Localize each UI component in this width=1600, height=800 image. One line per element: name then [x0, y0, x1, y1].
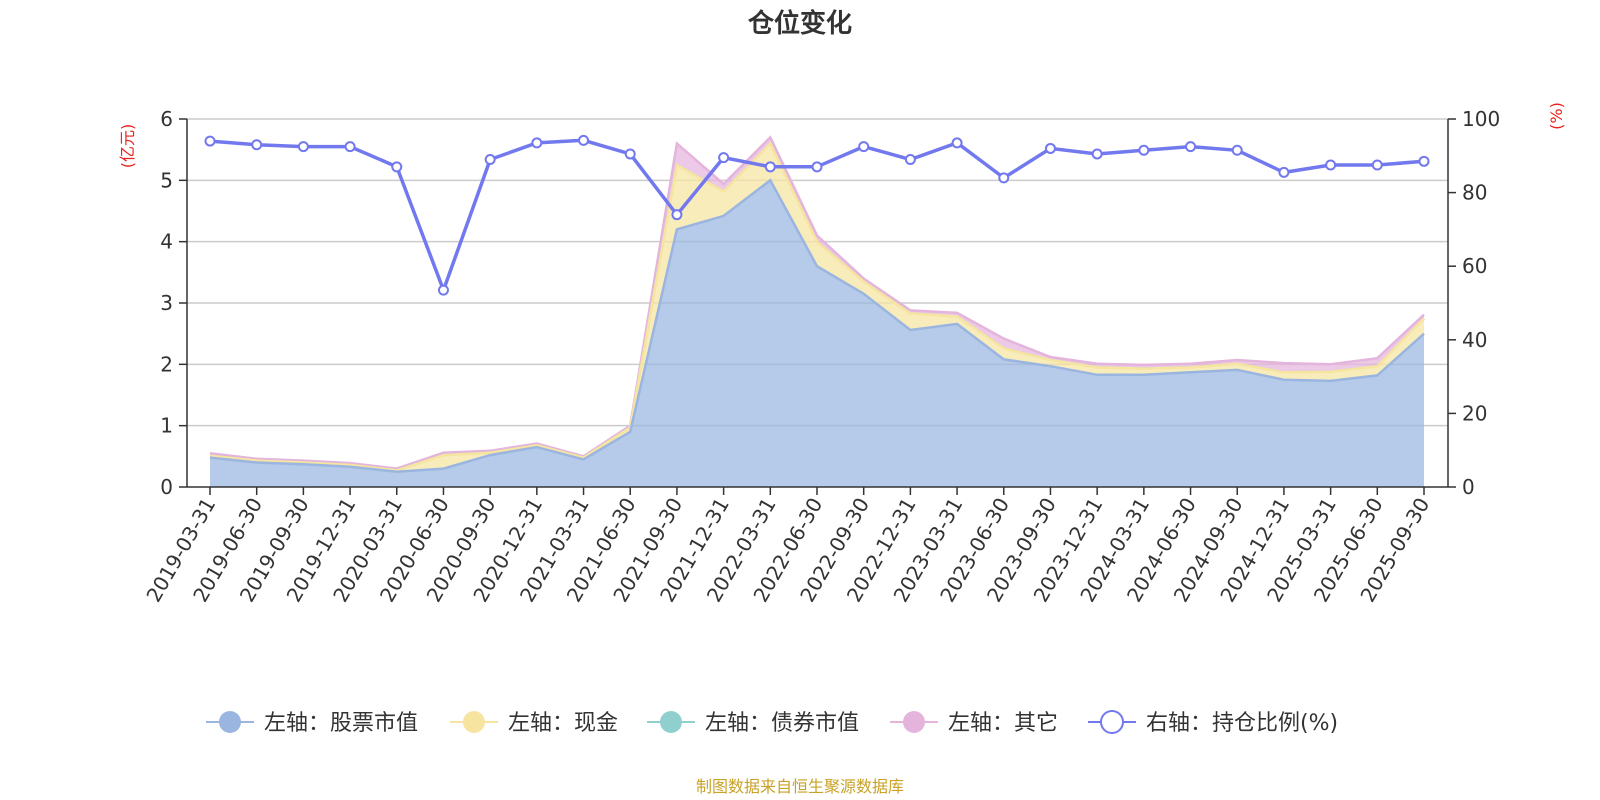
- ratio-point: [998, 172, 1010, 184]
- ratio-point: [437, 284, 449, 296]
- ratio-point: [484, 153, 496, 165]
- ratio-point: [1371, 159, 1383, 171]
- ratio-point: [624, 148, 636, 160]
- ratio-point: [297, 141, 309, 153]
- ratio-point: [671, 209, 683, 221]
- legend-marker: [903, 711, 925, 733]
- ratio-series: [204, 134, 1430, 296]
- area-edge-左轴：现金: [209, 141, 1425, 472]
- ratio-point: [1138, 144, 1150, 156]
- legend-item[interactable]: 右轴：持仓比例(%): [1088, 710, 1338, 736]
- right-axis-tick-label: 20: [1462, 401, 1487, 425]
- right-axis-tick-label: 80: [1462, 181, 1487, 205]
- legend-item[interactable]: 左轴：债券市值: [647, 711, 859, 736]
- legend-label: 左轴：股票市值: [264, 711, 418, 736]
- left-axis-tick-label: 5: [160, 168, 173, 192]
- ratio-point: [951, 137, 963, 149]
- left-axis-tick-label: 6: [160, 107, 173, 131]
- area-edge-左轴：其它: [209, 135, 1425, 470]
- ratio-point: [1044, 142, 1056, 154]
- stacked-areas: [209, 135, 1425, 488]
- ratio-point: [811, 161, 823, 173]
- right-axis-tick-label: 0: [1462, 475, 1475, 499]
- legend-label: 左轴：其它: [948, 711, 1058, 736]
- ratio-point: [904, 153, 916, 165]
- left-axis-unit: (亿元): [118, 124, 137, 169]
- ratio-point: [344, 141, 356, 153]
- ratio-point: [1185, 141, 1197, 153]
- legend-item[interactable]: 左轴：现金: [450, 711, 618, 736]
- ratio-point: [1325, 159, 1337, 171]
- legend-marker: [463, 711, 485, 733]
- ratio-point: [1418, 155, 1430, 167]
- right-axis-tick-label: 100: [1462, 107, 1500, 131]
- legend-item[interactable]: 左轴：其它: [890, 711, 1058, 736]
- legend[interactable]: 左轴：股票市值 左轴：现金 左轴：债券市值 左轴：其它 右轴：持仓比例(%): [206, 710, 1338, 736]
- left-axis-tick-label: 1: [160, 414, 173, 438]
- chart-title: 仓位变化: [747, 8, 852, 39]
- data-source-note: 制图数据来自恒生聚源数据库: [696, 777, 904, 796]
- ratio-point: [391, 161, 403, 173]
- ratio-point: [531, 137, 543, 149]
- ratio-point: [858, 141, 870, 153]
- legend-marker: [660, 711, 682, 733]
- ratio-point: [204, 135, 216, 147]
- area-左轴：股票市值: [210, 180, 1424, 488]
- right-axis-unit: (%): [1547, 102, 1566, 130]
- legend-marker: [219, 711, 241, 733]
- right-axis-tick-label: 60: [1462, 254, 1487, 278]
- ratio-point: [1278, 166, 1290, 178]
- ratio-point: [718, 152, 730, 164]
- legend-marker: [1100, 710, 1124, 734]
- left-axis-tick-label: 2: [160, 352, 173, 376]
- ratio-point: [251, 139, 263, 151]
- area-edge-左轴：股票市值: [209, 178, 1425, 473]
- ratio-point: [764, 161, 776, 173]
- left-axis-tick-label: 0: [160, 475, 173, 499]
- left-axis-tick-label: 4: [160, 230, 173, 254]
- legend-item[interactable]: 左轴：股票市值: [206, 711, 418, 736]
- ratio-point: [1231, 144, 1243, 156]
- ratio-point: [1091, 148, 1103, 160]
- legend-label: 右轴：持仓比例(%): [1146, 711, 1338, 736]
- legend-label: 左轴：现金: [508, 711, 618, 736]
- ratio-point: [578, 134, 590, 146]
- left-axis-tick-label: 3: [160, 291, 173, 315]
- legend-label: 左轴：债券市值: [705, 711, 859, 736]
- right-axis-tick-label: 40: [1462, 328, 1487, 352]
